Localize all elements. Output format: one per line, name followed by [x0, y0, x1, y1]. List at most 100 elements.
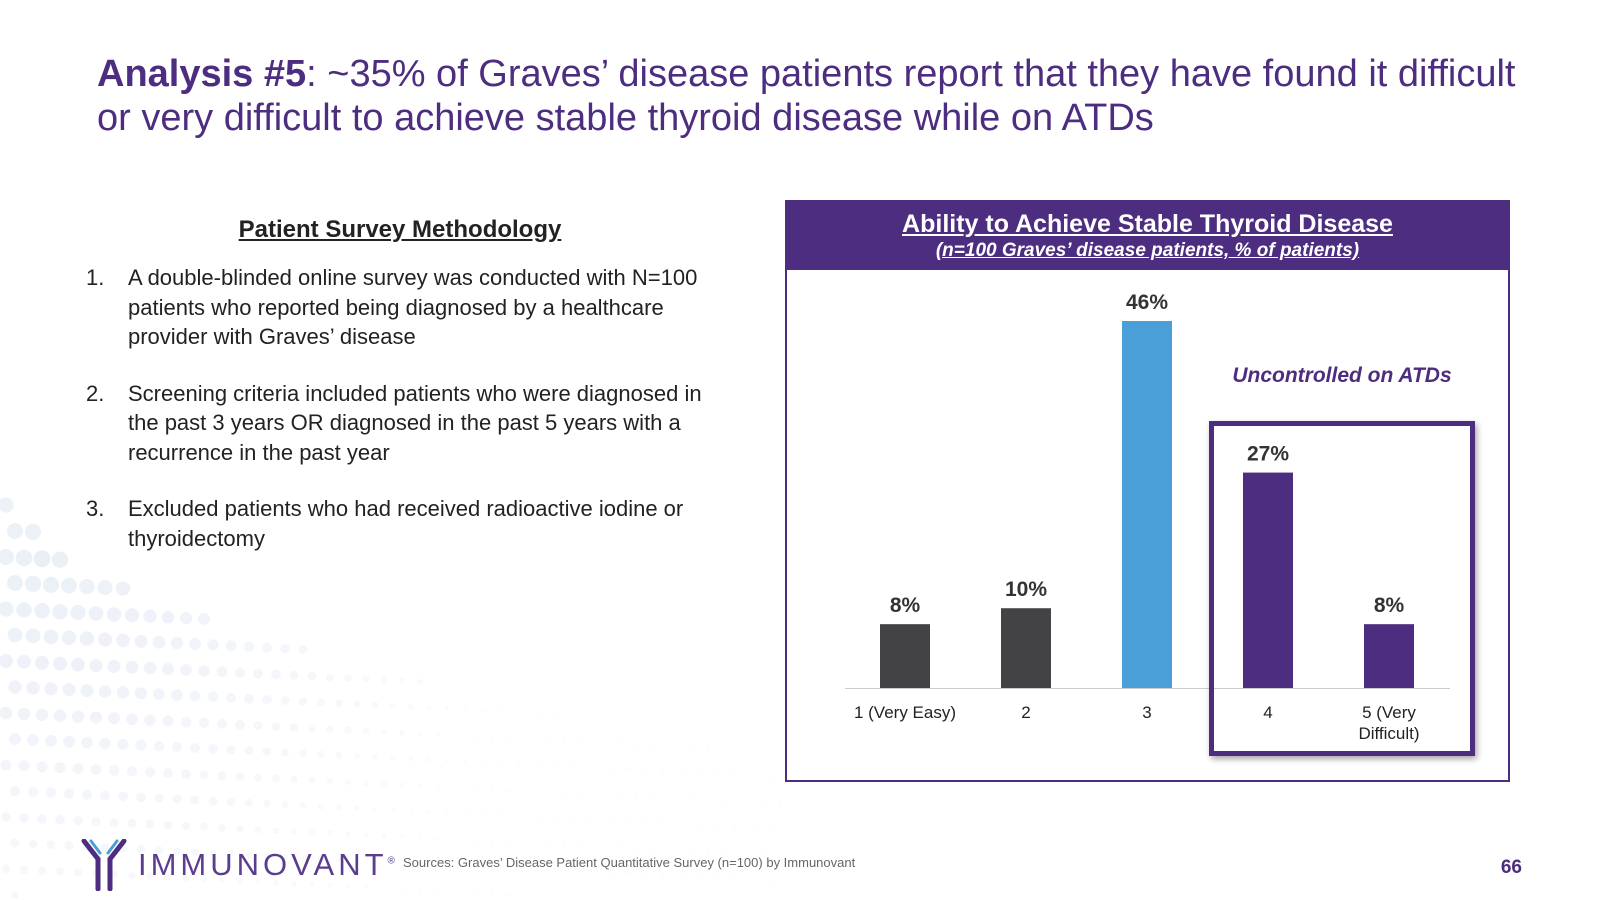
background-dot [80, 684, 94, 698]
background-dot [189, 690, 201, 702]
background-dot [163, 768, 173, 778]
background-dot [562, 739, 566, 743]
background-dot [70, 605, 86, 621]
background-dot [262, 747, 272, 756]
background-dot [108, 765, 120, 776]
slide-title: Analysis #5: ~35% of Graves’ disease pat… [97, 52, 1517, 140]
background-dot [280, 696, 290, 705]
background-dot [697, 875, 701, 879]
background-dot [37, 866, 47, 875]
background-dot [34, 603, 50, 619]
background-dot [454, 733, 458, 738]
background-dot [733, 825, 737, 829]
background-dot [143, 609, 157, 623]
background-dot [208, 796, 218, 806]
background-dot [71, 657, 85, 672]
background-dot [134, 687, 148, 700]
background-dot [72, 763, 84, 775]
background-dot [144, 767, 156, 778]
background-dot [616, 742, 620, 746]
uncontrolled-annotation: Uncontrolled on ATDs [1232, 364, 1452, 387]
background-dot [327, 830, 333, 836]
background-dot [490, 735, 494, 739]
background-dot [126, 713, 138, 726]
background-dot [445, 758, 449, 763]
background-dot [217, 718, 227, 729]
category-label: 2 [1021, 703, 1030, 722]
background-dot [589, 870, 593, 874]
background-dot [390, 755, 396, 761]
registered-mark: ® [387, 855, 395, 867]
background-dot [226, 745, 236, 755]
background-dot [733, 877, 737, 881]
background-dot [562, 843, 566, 847]
background-dot [253, 668, 263, 679]
list-text: Excluded patients who had received radio… [128, 496, 684, 551]
background-dot [652, 743, 656, 748]
background-dot [508, 840, 512, 844]
background-dot [61, 630, 77, 645]
background-dot [335, 699, 343, 707]
background-dot [715, 876, 719, 880]
background-dot [280, 643, 290, 654]
category-label: 3 [1142, 703, 1151, 722]
background-dot [317, 698, 325, 707]
background-dot [190, 795, 200, 805]
background-dot [580, 792, 584, 796]
category-label: 5 (Very [1362, 703, 1416, 722]
background-dot [417, 678, 423, 685]
background-dot [390, 807, 396, 813]
data-label: 8% [890, 594, 921, 617]
background-dot [381, 781, 387, 787]
background-dot [135, 739, 147, 751]
background-dot [254, 826, 262, 834]
background-dot [400, 887, 404, 891]
background-dot [0, 497, 14, 513]
bar [880, 624, 930, 688]
background-dot [499, 813, 503, 817]
background-dot [289, 670, 299, 680]
background-dot [25, 628, 41, 644]
background-dot [253, 773, 263, 782]
background-dot [706, 746, 710, 750]
background-dot [24, 523, 42, 541]
title-bold: Analysis #5 [97, 53, 307, 95]
data-label: 10% [1005, 578, 1047, 601]
background-dot [198, 717, 210, 729]
background-dot [45, 787, 57, 798]
background-dot [143, 661, 157, 675]
background-dot [71, 710, 85, 723]
background-dot [427, 809, 431, 814]
bar [1122, 321, 1172, 688]
background-dot [345, 831, 351, 837]
background-dot [0, 706, 13, 720]
list-item: 3. Excluded patients who had received rad… [84, 494, 724, 553]
background-dot [162, 715, 174, 727]
background-dot [53, 709, 67, 722]
background-dot [634, 846, 638, 851]
data-label: 27% [1247, 443, 1289, 466]
background-dot [81, 789, 93, 800]
background-dot [11, 891, 19, 899]
background-dot [118, 791, 128, 802]
background-dot [272, 827, 280, 834]
background-dot [634, 794, 638, 799]
background-dot [107, 659, 121, 674]
background-dot [472, 838, 476, 843]
background-dot [462, 707, 468, 712]
background-dot [436, 889, 440, 893]
background-dot [171, 689, 183, 701]
background-dot [88, 606, 104, 621]
background-dot [670, 796, 674, 800]
background-dot [481, 708, 485, 713]
background-dot [161, 663, 175, 676]
uncontrolled-highlight-box [1209, 421, 1475, 756]
background-dot [153, 688, 165, 701]
background-dot [372, 806, 378, 812]
background-dot [399, 782, 405, 788]
background-dot [127, 818, 137, 828]
background-dot [508, 788, 512, 792]
background-dot [33, 550, 51, 568]
background-dot [363, 780, 369, 786]
background-dot [535, 711, 539, 715]
